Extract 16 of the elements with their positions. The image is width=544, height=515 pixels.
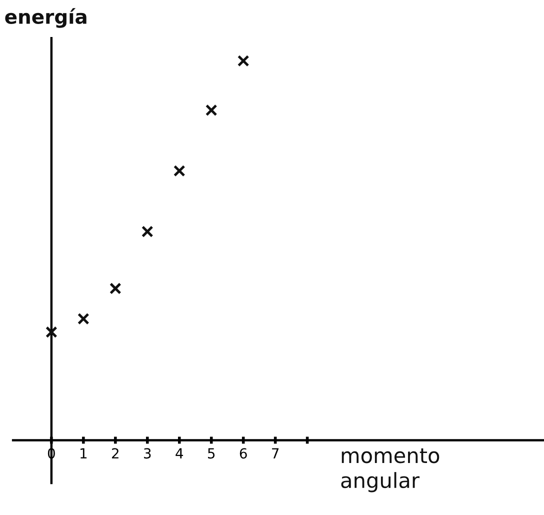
point	[46, 326, 58, 338]
x-axis-title: momento angular	[341, 448, 440, 492]
point	[173, 164, 186, 177]
x-tick-label: 4	[176, 448, 184, 458]
point	[237, 54, 250, 67]
x-tick-label: 1	[80, 448, 87, 458]
point	[110, 282, 122, 294]
x-tick-label: 3	[144, 448, 151, 459]
y-axis-title: energía	[5, 8, 86, 28]
x-tick-label: 7	[272, 448, 279, 458]
point	[78, 312, 90, 325]
x-tick-label: 5	[208, 448, 215, 459]
x-tick-label: 6	[240, 448, 247, 459]
point	[205, 104, 218, 116]
point	[141, 226, 154, 238]
x-tick-label: 2	[112, 448, 118, 458]
